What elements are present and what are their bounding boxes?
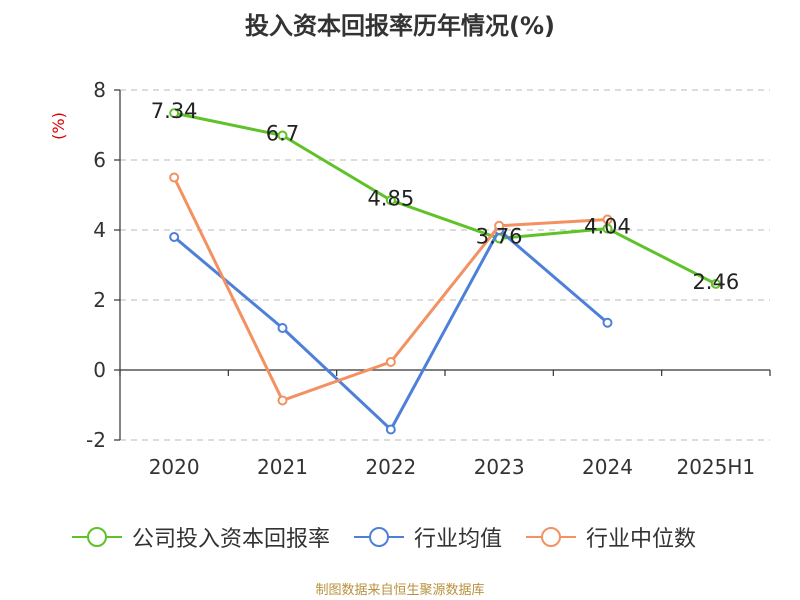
data-point bbox=[277, 395, 288, 406]
y-tick-label: 0 bbox=[93, 358, 106, 382]
y-tick-label: 2 bbox=[93, 288, 106, 312]
legend-swatch bbox=[526, 527, 577, 547]
data-point bbox=[169, 172, 180, 183]
data-label: 4.04 bbox=[584, 215, 631, 239]
data-point bbox=[602, 223, 613, 234]
data-label: 2.46 bbox=[692, 270, 739, 294]
legend-item[interactable]: 行业中位数 bbox=[524, 521, 696, 553]
x-tick-label: 2024 bbox=[582, 455, 633, 479]
legend-swatch bbox=[354, 527, 405, 547]
chart-title: 投入资本回报率历年情况(%) bbox=[245, 12, 555, 40]
data-point bbox=[385, 195, 396, 206]
data-point bbox=[277, 323, 288, 333]
data-label: 4.85 bbox=[367, 186, 414, 210]
y-tick-label: -2 bbox=[86, 428, 106, 452]
legend-item[interactable]: 行业均值 bbox=[352, 521, 502, 553]
data-point bbox=[169, 232, 180, 242]
series-line-1 bbox=[173, 228, 609, 431]
x-tick-label: 2020 bbox=[149, 455, 200, 479]
y-tick-label: 6 bbox=[93, 148, 106, 172]
data-point bbox=[494, 220, 505, 231]
series-line-0 bbox=[173, 111, 717, 286]
y-axis-label: (%) bbox=[49, 112, 68, 140]
data-label: 3.76 bbox=[476, 224, 523, 248]
data-point bbox=[710, 278, 721, 289]
data-label: 7.34 bbox=[151, 99, 198, 123]
legend-label: 行业中位数 bbox=[586, 527, 697, 552]
legend-label: 公司投入资本回报率 bbox=[132, 527, 331, 552]
series-line-2 bbox=[172, 176, 608, 402]
legend: 公司投入资本回报率 行业均值 行业中位数 bbox=[70, 520, 696, 554]
data-point bbox=[385, 356, 396, 367]
data-label: 6.7 bbox=[266, 122, 299, 146]
data-point bbox=[169, 108, 180, 119]
legend-item[interactable]: 公司投入资本回报率 bbox=[70, 521, 330, 553]
x-tick-label: 2021 bbox=[257, 455, 308, 479]
y-tick-label: 4 bbox=[93, 218, 106, 242]
x-tick-label: 2025H1 bbox=[676, 455, 755, 479]
data-point bbox=[602, 214, 613, 225]
source-note: 制图数据来自恒生聚源数据库 bbox=[315, 583, 485, 598]
data-point bbox=[602, 317, 613, 328]
y-tick-label: 8 bbox=[93, 78, 106, 102]
x-tick-label: 2023 bbox=[474, 455, 525, 479]
legend-label: 行业均值 bbox=[414, 527, 503, 552]
data-point bbox=[385, 424, 396, 435]
data-point bbox=[277, 130, 288, 141]
x-tick-label: 2022 bbox=[365, 455, 416, 479]
legend-swatch bbox=[72, 527, 122, 547]
